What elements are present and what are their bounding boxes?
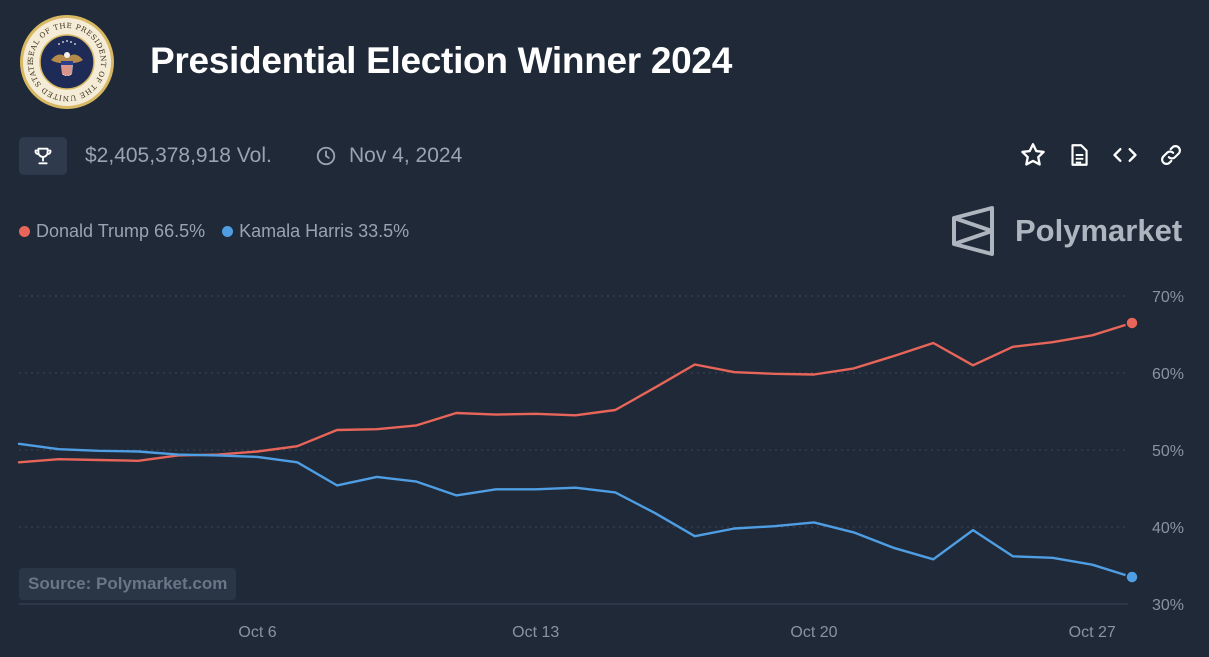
legend-dot-harris xyxy=(222,226,234,237)
action-bar xyxy=(1019,141,1185,169)
star-button[interactable] xyxy=(1019,141,1047,169)
x-tick-label: Oct 13 xyxy=(512,624,559,641)
copy-link-button[interactable] xyxy=(1157,141,1185,169)
document-button[interactable] xyxy=(1065,141,1093,169)
presidential-seal-logo: SEAL OF THE PRESIDENT OF THE UNITED STAT… xyxy=(19,14,114,109)
polymarket-logo-icon xyxy=(952,206,994,256)
x-tick-label: Oct 27 xyxy=(1069,624,1116,641)
y-tick-label: 70% xyxy=(1152,289,1184,306)
series-end-point-kamala-harris xyxy=(1125,570,1139,584)
legend-label-harris: Kamala Harris 33.5% xyxy=(239,221,410,241)
y-tick-label: 50% xyxy=(1152,443,1184,460)
code-icon xyxy=(1113,148,1137,162)
y-tick-label: 60% xyxy=(1152,366,1184,383)
legend-item-trump: Donald Trump 66.5% xyxy=(19,221,205,242)
link-icon xyxy=(1161,145,1181,165)
page-title: Presidential Election Winner 2024 xyxy=(150,40,732,81)
end-date-text: Nov 4, 2024 xyxy=(349,144,463,167)
source-label: Source: Polymarket.com xyxy=(19,568,237,600)
legend-item-harris: Kamala Harris 33.5% xyxy=(222,221,409,242)
series-end-point-donald-trump xyxy=(1125,316,1139,330)
embed-button[interactable] xyxy=(1111,141,1139,169)
y-tick-label: 30% xyxy=(1152,597,1184,614)
x-tick-label: Oct 20 xyxy=(790,624,837,641)
series-line-kamala-harris xyxy=(17,442,1134,579)
brand-name: Polymarket xyxy=(1015,213,1183,248)
x-tick-label: Oct 6 xyxy=(238,624,276,641)
document-icon xyxy=(1071,144,1088,166)
trophy-icon xyxy=(34,147,52,165)
star-icon xyxy=(1021,143,1045,166)
y-tick-label: 40% xyxy=(1152,520,1184,537)
chart-legend: Donald Trump 66.5% Kamala Harris 33.5% xyxy=(19,221,426,242)
volume-text: $2,405,378,918 Vol. xyxy=(85,144,272,167)
legend-dot-trump xyxy=(19,226,30,237)
clock-icon xyxy=(316,146,336,166)
legend-label-trump: Donald Trump 66.5% xyxy=(36,221,206,241)
series-line-donald-trump xyxy=(17,321,1134,464)
line-chart: 70% 60% 50% 40% 30% Oct 6 Oct 13 Oct 20 Oct 27 xyxy=(17,289,1184,641)
trophy-badge[interactable] xyxy=(19,137,67,175)
